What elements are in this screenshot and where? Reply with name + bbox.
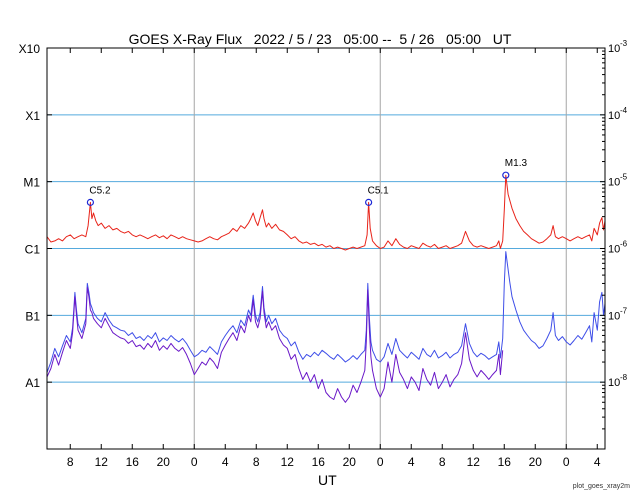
flux-label-exponent: -4 xyxy=(620,106,628,115)
x-tick-label: 12 xyxy=(281,455,295,469)
flux-label-exponent: -6 xyxy=(620,240,628,249)
x-tick-label: 4 xyxy=(594,455,601,469)
flux-label-exponent: -5 xyxy=(620,173,628,182)
flare-label: M1.3 xyxy=(505,158,528,169)
x-tick-label: 16 xyxy=(312,455,326,469)
flare-marker xyxy=(502,171,510,179)
series-line-2 xyxy=(46,287,504,403)
class-label: X10 xyxy=(19,42,41,56)
x-axis-label: UT xyxy=(318,472,337,488)
x-tick-label: 0 xyxy=(563,455,570,469)
class-label: A1 xyxy=(25,376,40,390)
x-tick-label: 0 xyxy=(377,455,384,469)
flux-label: 10 xyxy=(608,177,620,189)
flare-marker xyxy=(365,198,373,206)
plot-credit: plot_goes_xray2m xyxy=(572,483,630,490)
flux-label: 10 xyxy=(608,43,620,55)
x-tick-label: 16 xyxy=(498,455,512,469)
class-label: X1 xyxy=(25,109,40,123)
flux-label-exponent: -7 xyxy=(620,306,628,315)
grid-layer xyxy=(47,48,605,449)
x-tick-label: 8 xyxy=(253,455,260,469)
series-line-1 xyxy=(46,251,606,373)
flux-label: 10 xyxy=(608,110,620,122)
x-tick-label: 12 xyxy=(467,455,481,469)
x-tick-label: 8 xyxy=(67,455,74,469)
flare-label: C5.1 xyxy=(368,185,390,196)
flare-label: C5.2 xyxy=(89,185,111,196)
chart-title: GOES X-Ray Flux 2022 / 5 / 23 05:00 -- 5… xyxy=(128,31,512,47)
x-tick-label: 20 xyxy=(343,455,357,469)
x-tick-label: 4 xyxy=(222,455,229,469)
flux-label: 10 xyxy=(608,310,620,322)
flux-label-exponent: -3 xyxy=(620,39,628,48)
class-label: B1 xyxy=(25,309,40,323)
x-tick-label: 12 xyxy=(95,455,109,469)
series-line-0 xyxy=(46,174,606,251)
axis-layer: 8 12 16 20 0 4 8 12 16 20 0 4 8 12 16 20 0 4 A1 B1 C1 M1 X1 X10… xyxy=(19,39,628,469)
x-tick-label: 20 xyxy=(157,455,171,469)
x-tick-label: 4 xyxy=(408,455,415,469)
x-tick-label: 16 xyxy=(126,455,140,469)
flux-label: 10 xyxy=(608,244,620,256)
x-tick-label: 8 xyxy=(439,455,446,469)
x-tick-label: 0 xyxy=(191,455,198,469)
flux-label-exponent: -8 xyxy=(620,373,628,382)
class-label: M1 xyxy=(23,176,40,190)
x-tick-label: 20 xyxy=(529,455,543,469)
flux-label: 10 xyxy=(608,377,620,389)
flare-marker xyxy=(86,198,95,206)
series-layer xyxy=(46,174,606,403)
annotation-layer: C5.2 C5.1 M1.3 xyxy=(86,158,528,206)
class-label: C1 xyxy=(25,243,41,257)
